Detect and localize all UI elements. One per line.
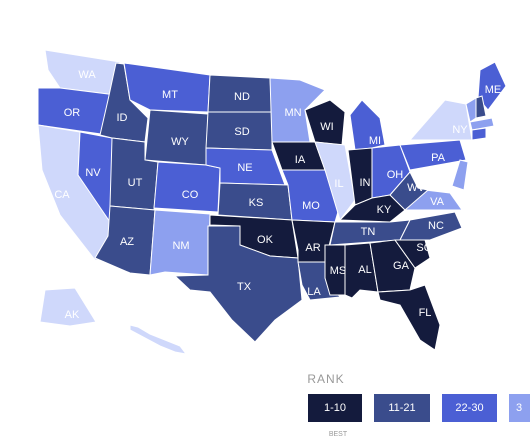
- state: [149, 209, 211, 276]
- state-label: MO: [302, 200, 320, 212]
- state: [469, 117, 495, 131]
- state-label: MI: [369, 135, 381, 147]
- state-label: WA: [78, 69, 96, 81]
- state-label: WY: [171, 136, 189, 148]
- state-label: NC: [428, 220, 444, 232]
- legend-label: 11-21: [388, 402, 415, 414]
- state-label: UT: [128, 177, 143, 189]
- state-label: KY: [377, 204, 392, 216]
- state-label: AL: [358, 264, 371, 276]
- state: [304, 99, 346, 146]
- state-label: PA: [431, 152, 446, 164]
- state-label: AR: [305, 242, 320, 254]
- state-label: OK: [257, 234, 274, 246]
- state-label: IA: [295, 154, 306, 166]
- state: [399, 139, 467, 171]
- state-label: ID: [117, 112, 128, 124]
- state: [153, 161, 221, 213]
- state-label: CO: [182, 189, 199, 201]
- state-label: CA: [54, 189, 70, 201]
- legend-swatch: [308, 394, 362, 422]
- legend-note: BEST: [329, 431, 348, 438]
- state: [324, 244, 346, 296]
- state: [314, 141, 356, 222]
- state: [39, 287, 97, 327]
- state-label: TN: [361, 226, 376, 238]
- state: [408, 99, 473, 141]
- legend-title: RANK: [307, 372, 344, 386]
- state-label: LA: [307, 286, 321, 298]
- legend-label: 3: [516, 402, 522, 414]
- legend-swatch: [509, 394, 530, 422]
- state-label: IL: [334, 178, 343, 190]
- state: [129, 324, 188, 355]
- legend-label: 1-10: [324, 402, 346, 414]
- state: [123, 62, 211, 113]
- legend-swatch: [442, 394, 497, 422]
- state-label: OH: [387, 169, 404, 181]
- legend-swatch: [374, 394, 430, 422]
- state-label: SC: [416, 242, 431, 254]
- state-label: AK: [65, 309, 80, 321]
- state-label: GA: [393, 260, 410, 272]
- state: [477, 61, 507, 111]
- state-label: TX: [237, 281, 252, 293]
- state-label: ME: [485, 84, 502, 96]
- state-label: OR: [64, 107, 81, 119]
- state-label: FL: [419, 307, 432, 319]
- state-label: VA: [430, 196, 445, 208]
- legend-label: 22-30: [455, 402, 483, 414]
- state-label: AZ: [120, 236, 134, 248]
- state-label: NM: [172, 240, 189, 252]
- state-label: WI: [320, 121, 333, 133]
- state-label: NV: [85, 167, 101, 179]
- state: [471, 127, 487, 141]
- state: [389, 171, 430, 211]
- state-label: MN: [284, 107, 301, 119]
- state-label: IN: [360, 177, 371, 189]
- state: [451, 159, 469, 191]
- state-label: WV: [407, 182, 425, 194]
- state-label: KS: [249, 197, 264, 209]
- state-label: MS: [330, 265, 347, 277]
- us-map: WA OR CA NV ID MT WY UT AZ CO NM ND SD NE KS OK TX MN IA MO…: [37, 49, 507, 355]
- state: [475, 95, 487, 119]
- state: [377, 284, 441, 351]
- state-label: ND: [234, 91, 250, 103]
- state-label: SD: [234, 126, 249, 138]
- state: [399, 211, 463, 241]
- state: [173, 225, 303, 343]
- state-label: MT: [162, 89, 178, 101]
- legend: RANK BEST 1-10 11-21 22-30 3: [307, 372, 530, 438]
- state-label: NY: [452, 124, 468, 136]
- state-label: NE: [237, 162, 252, 174]
